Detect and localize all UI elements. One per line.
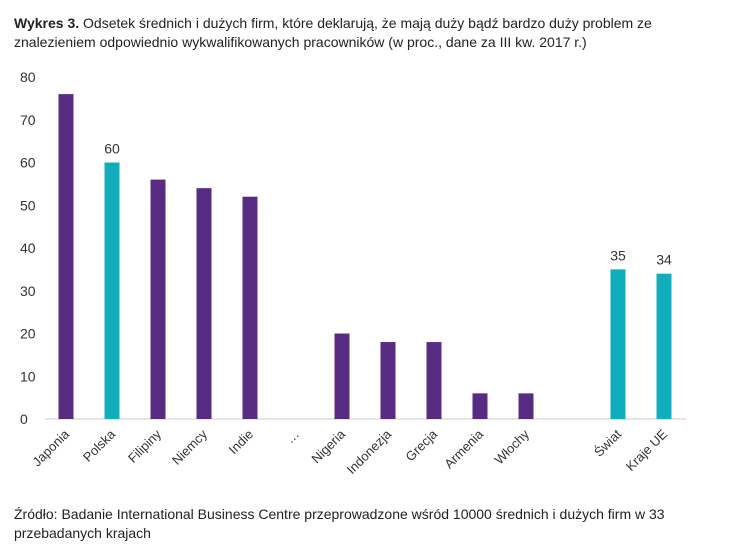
y-tick-label: 70: [20, 112, 36, 128]
bar: [242, 196, 258, 419]
x-tick-label: Niemcy: [169, 426, 211, 468]
x-tick-label: Kraje UE: [623, 426, 671, 474]
y-tick-label: 60: [20, 155, 36, 171]
y-tick-label: 80: [20, 69, 36, 85]
x-tick-label: Polska: [80, 426, 119, 465]
x-tick-label: Japonia: [29, 426, 72, 469]
bar: [150, 179, 166, 419]
x-tick-label: Indonezja: [344, 426, 395, 477]
chart-title-label: Wykres 3.: [14, 15, 80, 31]
data-label: 35: [610, 247, 626, 263]
y-tick-label: 40: [20, 240, 36, 256]
bar: [426, 342, 442, 419]
chart-title-text: Odsetek średnich i dużych firm, które de…: [14, 15, 652, 50]
x-tick-label: Świat: [591, 426, 624, 459]
bar: [472, 393, 488, 419]
x-tick-label: Nigeria: [308, 426, 348, 466]
data-label: 34: [656, 252, 672, 268]
bar: [610, 269, 626, 419]
y-tick-label: 20: [20, 326, 36, 342]
bar: [656, 273, 672, 419]
y-tick-label: 50: [20, 197, 36, 213]
x-tick-label: Indie: [226, 427, 257, 458]
bar-chart: 0 10 20 30 40 50 60 70 80 Japonia 60 Polska Filipiny…: [20, 69, 686, 477]
x-tick-label: Armenia: [441, 426, 486, 471]
x-tick-label: Włochy: [491, 426, 532, 467]
bar: [380, 342, 396, 419]
x-tick-label: …: [282, 427, 302, 447]
bar: [518, 393, 534, 419]
y-tick-label: 10: [20, 368, 36, 384]
bar: [58, 94, 74, 419]
chart-source: Źródło: Badanie International Business C…: [14, 506, 665, 541]
x-tick-label: Grecja: [402, 426, 440, 464]
bar: [196, 188, 212, 419]
data-label: 60: [104, 141, 120, 157]
bar: [104, 162, 120, 419]
bar: [334, 333, 350, 419]
y-tick-label: 0: [20, 411, 28, 427]
y-tick-label: 30: [20, 283, 36, 299]
x-tick-label: Filipiny: [125, 426, 165, 466]
chart-title: Wykres 3. Odsetek średnich i dużych firm…: [14, 14, 714, 52]
